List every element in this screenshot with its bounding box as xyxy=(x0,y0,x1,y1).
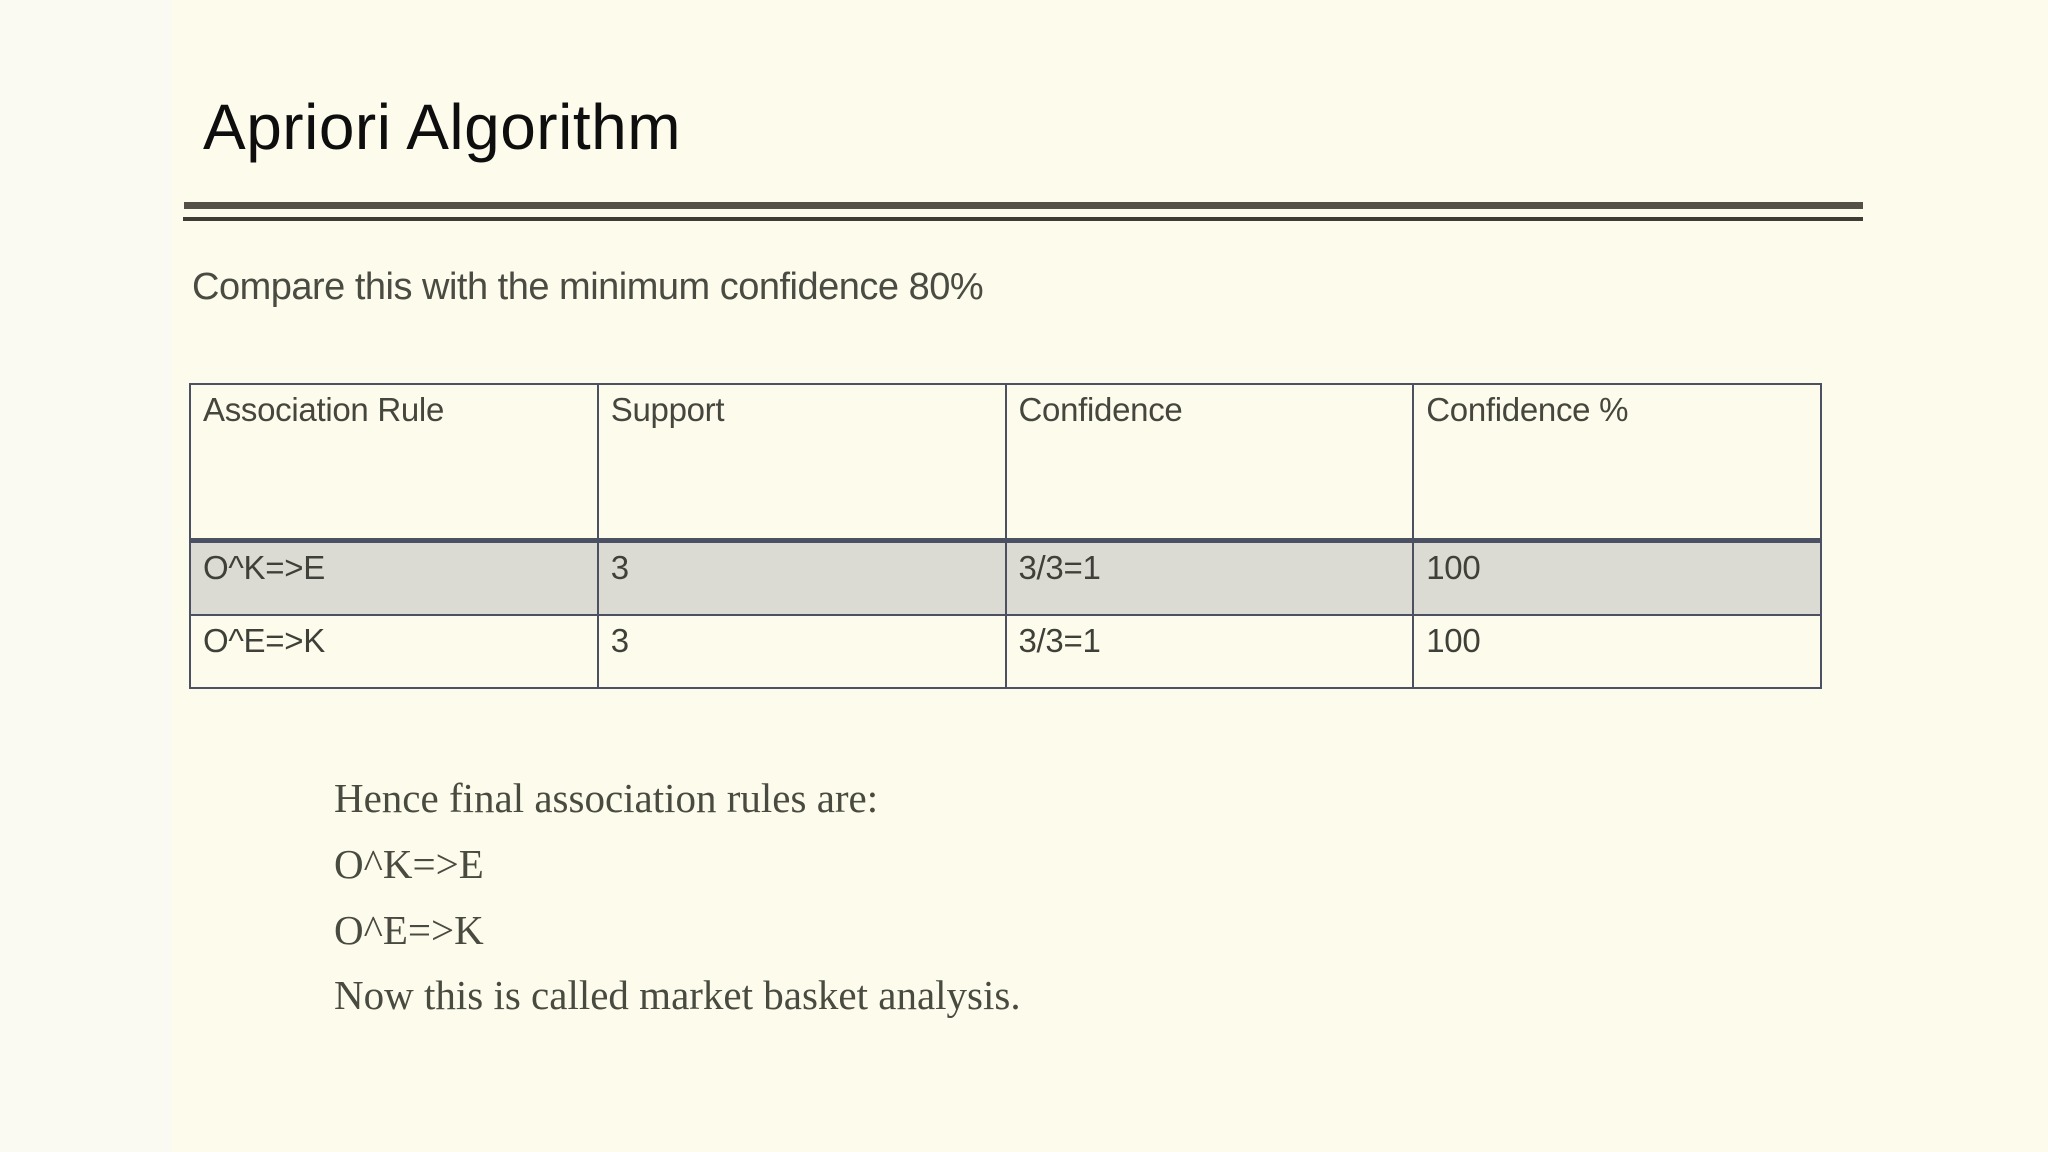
note-line: O^E=>K xyxy=(334,907,484,953)
note-line: Hence final association rules are: xyxy=(334,775,879,821)
table-cell-support: 3 xyxy=(596,539,1007,616)
column-header-confidence-percent: Confidence % xyxy=(1412,383,1822,543)
slide-subtitle: Compare this with the minimum confidence… xyxy=(192,266,984,308)
note-line: O^K=>E xyxy=(334,841,484,887)
association-rules-table: Association Rule Support Confidence Conf… xyxy=(189,383,1822,689)
table-cell-confidence: 3/3=1 xyxy=(1004,614,1415,689)
table-row: O^E=>K 3 3/3=1 100 xyxy=(189,614,1822,689)
table-row: O^K=>E 3 3/3=1 100 xyxy=(189,539,1822,616)
title-underline-thick xyxy=(184,202,1863,209)
table-cell-confidence-percent: 100 xyxy=(1412,539,1822,616)
table-cell-rule: O^E=>K xyxy=(189,614,599,689)
slide-title: Apriori Algorithm xyxy=(203,91,681,163)
table-cell-support: 3 xyxy=(596,614,1007,689)
table-header-row: Association Rule Support Confidence Conf… xyxy=(189,383,1822,543)
table-cell-confidence-percent: 100 xyxy=(1412,614,1822,689)
column-header-association-rule: Association Rule xyxy=(189,383,599,543)
column-header-support: Support xyxy=(596,383,1007,543)
table-cell-rule: O^K=>E xyxy=(189,539,599,616)
title-underline-thin xyxy=(183,217,1863,221)
column-header-confidence: Confidence xyxy=(1004,383,1415,543)
note-line: Now this is called market basket analysi… xyxy=(334,972,1021,1018)
table-cell-confidence: 3/3=1 xyxy=(1004,539,1415,616)
